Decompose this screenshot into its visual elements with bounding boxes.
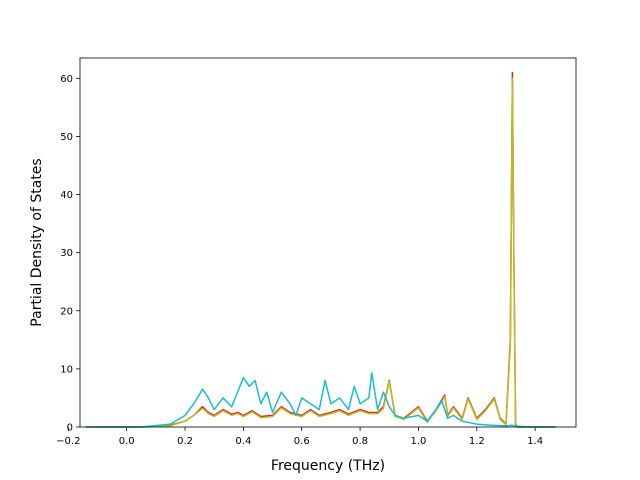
series-line-2 xyxy=(85,77,556,428)
x-axis-label: Frequency (THz) xyxy=(271,458,385,474)
x-tick-label: 0.6 xyxy=(294,436,310,447)
y-tick-label: 40 xyxy=(60,190,73,201)
y-tick-label: 10 xyxy=(60,364,73,375)
y-axis-label: Partial Density of States xyxy=(29,158,45,326)
y-tick-label: 0 xyxy=(67,423,73,434)
series-line-1 xyxy=(85,71,556,428)
axes-frame xyxy=(79,57,577,428)
x-tick-label: 1.2 xyxy=(469,436,485,447)
y-tick-label: 50 xyxy=(60,132,73,143)
x-tick-label: 1.4 xyxy=(527,436,543,447)
series-line-3 xyxy=(85,372,556,428)
x-tick-label: −0.2 xyxy=(56,436,80,447)
x-tick-label: 0.8 xyxy=(352,436,368,447)
y-tick-label: 60 xyxy=(60,74,73,85)
x-tick-label: 0.0 xyxy=(119,436,135,447)
x-tick-label: 0.4 xyxy=(235,436,251,447)
y-tick-label: 30 xyxy=(60,248,73,259)
x-tick-label: 0.2 xyxy=(177,436,193,447)
x-tick-label: 1.0 xyxy=(410,436,426,447)
y-axis-ticks: 0 10 20 30 40 50 60 xyxy=(60,74,80,434)
y-tick-label: 20 xyxy=(60,306,73,317)
x-axis-ticks: −0.2 0.0 0.2 0.4 0.6 0.8 1.0 1.2 1.4 xyxy=(56,427,543,447)
plot-area xyxy=(85,71,556,428)
